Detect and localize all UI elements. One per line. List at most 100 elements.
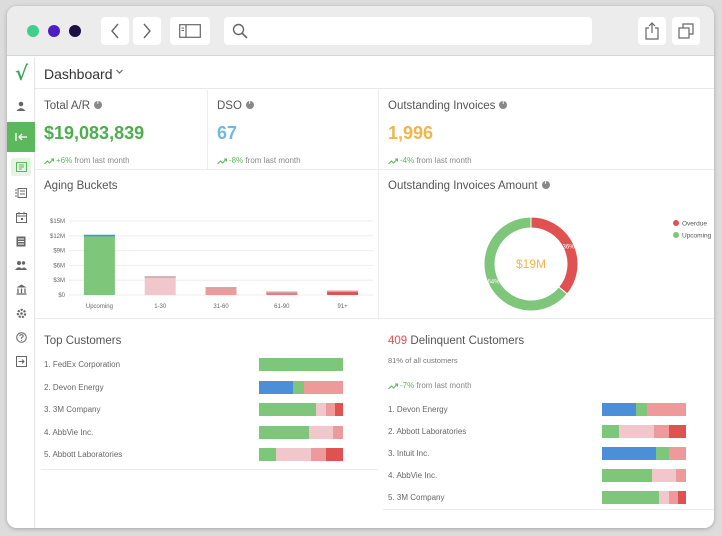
chevron-down-icon[interactable] bbox=[115, 67, 124, 76]
info-icon[interactable] bbox=[541, 180, 550, 189]
donut-slice[interactable] bbox=[530, 216, 579, 295]
bar-segment bbox=[316, 403, 327, 416]
customer-aging-bar[interactable] bbox=[602, 491, 686, 504]
customer-aging-bar[interactable] bbox=[259, 358, 343, 371]
customer-aging-bar[interactable] bbox=[602, 403, 686, 416]
info-icon[interactable] bbox=[94, 100, 103, 109]
bar[interactable] bbox=[205, 287, 237, 295]
y-tick-label: $12M bbox=[50, 234, 65, 240]
legend-upcoming[interactable]: Upcoming bbox=[673, 232, 711, 240]
sidebar-item-help[interactable] bbox=[7, 326, 35, 348]
kpi-title: DSO bbox=[217, 100, 254, 112]
kpi-card-dso[interactable]: DSO 67 -8% from last month bbox=[208, 90, 378, 169]
delinquent-trend-text: from last month bbox=[416, 381, 472, 390]
delinquent-count: 409 bbox=[388, 335, 408, 347]
sidebar-item-customers[interactable] bbox=[7, 254, 35, 276]
bar-segment bbox=[259, 403, 317, 416]
share-button[interactable] bbox=[638, 17, 666, 45]
bar[interactable] bbox=[144, 276, 176, 295]
customer-aging-bar[interactable] bbox=[259, 380, 343, 394]
trend-up-icon bbox=[44, 158, 55, 165]
kpi-value: 1,996 bbox=[388, 123, 434, 143]
back-button[interactable] bbox=[101, 17, 129, 45]
customer-name[interactable]: 3. 3M Company bbox=[44, 405, 101, 414]
customer-aging-bar[interactable] bbox=[259, 448, 343, 461]
customer-name[interactable]: 1. FedEx Corporation bbox=[44, 360, 121, 369]
window-close-dot[interactable] bbox=[27, 25, 39, 37]
customer-name[interactable]: 4. AbbVie Inc. bbox=[44, 427, 94, 437]
kpi-trend-pct: +6% bbox=[56, 156, 73, 165]
document-icon bbox=[16, 236, 26, 246]
share-icon bbox=[645, 22, 659, 40]
sidebar-item-documents[interactable] bbox=[7, 230, 35, 252]
y-tick-label: $15M bbox=[50, 219, 65, 225]
kpi-title-text: Total A/R bbox=[44, 100, 91, 112]
delinquent-customers-card: 409 Delinquent Customers 81% of all cust… bbox=[379, 319, 714, 528]
customer-aging-bar[interactable] bbox=[259, 403, 343, 416]
legend-overdue[interactable]: Overdue bbox=[673, 220, 707, 228]
bar-segment bbox=[669, 491, 678, 504]
address-search-bar[interactable] bbox=[224, 17, 592, 45]
customer-aging-bar[interactable] bbox=[259, 425, 343, 439]
kpi-trend: -4% from last month bbox=[388, 156, 472, 165]
sidebar-toggle-button[interactable] bbox=[170, 17, 210, 45]
customer-name[interactable]: 5. 3M Company bbox=[388, 493, 445, 502]
bar-cap bbox=[83, 234, 115, 237]
kpi-trend: +6% from last month bbox=[44, 156, 130, 165]
tabs-button[interactable] bbox=[672, 17, 700, 45]
info-icon[interactable] bbox=[245, 100, 254, 109]
legend-dot bbox=[673, 232, 679, 238]
bar[interactable] bbox=[327, 290, 359, 295]
window-minimize-dot[interactable] bbox=[48, 25, 60, 37]
customer-name[interactable]: 2. Abbott Laboratories bbox=[388, 427, 467, 436]
x-tick-label: 31-60 bbox=[213, 304, 229, 310]
bar-segment bbox=[275, 448, 312, 461]
kpi-card-total-ar[interactable]: Total A/R $19,083,839 +6% from last mont… bbox=[35, 90, 207, 169]
customer-name[interactable]: 5. Abbott Laboratories bbox=[44, 450, 123, 459]
legend-dot bbox=[673, 220, 679, 226]
window-maximize-dot[interactable] bbox=[69, 25, 81, 37]
bar-segment bbox=[259, 380, 293, 394]
bar-segment bbox=[655, 447, 670, 460]
customer-name[interactable]: 1. Devon Energy bbox=[388, 405, 448, 414]
customer-aging-bar[interactable] bbox=[602, 425, 686, 438]
bar-cap bbox=[266, 291, 298, 294]
gear-icon bbox=[16, 308, 26, 318]
sidebar-item-calendar[interactable] bbox=[7, 206, 35, 228]
kpi-trend: -8% from last month bbox=[217, 156, 301, 165]
customer-name[interactable]: 2. Devon Energy bbox=[44, 382, 104, 392]
bar[interactable] bbox=[83, 234, 115, 295]
donut-slice[interactable] bbox=[483, 216, 568, 312]
sidebar-item-receivables[interactable] bbox=[7, 122, 35, 152]
kpi-trend-text: from last month bbox=[416, 156, 472, 165]
sidebar-item-profile[interactable] bbox=[7, 95, 35, 117]
customer-aging-bar[interactable] bbox=[602, 447, 686, 460]
customer-name[interactable]: 4. AbbVie Inc. bbox=[388, 471, 438, 480]
legend-label: Overdue bbox=[682, 220, 707, 228]
sidebar-item-institutions[interactable] bbox=[7, 278, 35, 300]
search-input[interactable] bbox=[254, 21, 584, 41]
x-tick-label: Upcoming bbox=[86, 304, 113, 310]
bar[interactable] bbox=[266, 291, 298, 295]
bar-segment bbox=[311, 448, 327, 461]
customer-name[interactable]: 3. Intuit Inc. bbox=[388, 449, 430, 458]
forward-button[interactable] bbox=[133, 17, 161, 45]
info-icon[interactable] bbox=[499, 100, 508, 109]
sidebar-item-logout[interactable] bbox=[7, 350, 35, 372]
customer-aging-bar[interactable] bbox=[602, 469, 686, 482]
bar-segment bbox=[304, 380, 343, 394]
divider bbox=[41, 469, 378, 470]
sidebar-item-dashboard[interactable] bbox=[7, 156, 35, 178]
bar-segment bbox=[647, 403, 686, 416]
bar-segment bbox=[602, 447, 656, 460]
page-title: Dashboard bbox=[44, 66, 113, 82]
sidebar-item-settings[interactable] bbox=[7, 302, 35, 324]
delinquent-trend-pct: -7% bbox=[400, 381, 415, 390]
sidebar-item-lists[interactable] bbox=[7, 182, 35, 204]
y-tick-label: $9M bbox=[53, 249, 65, 255]
bar-cap bbox=[327, 290, 359, 293]
bar-cap bbox=[144, 276, 176, 278]
bar-segment bbox=[309, 425, 333, 439]
y-tick-label: $6M bbox=[53, 263, 65, 269]
kpi-card-outstanding-invoices[interactable]: Outstanding Invoices 1,996 -4% from last… bbox=[379, 90, 714, 169]
